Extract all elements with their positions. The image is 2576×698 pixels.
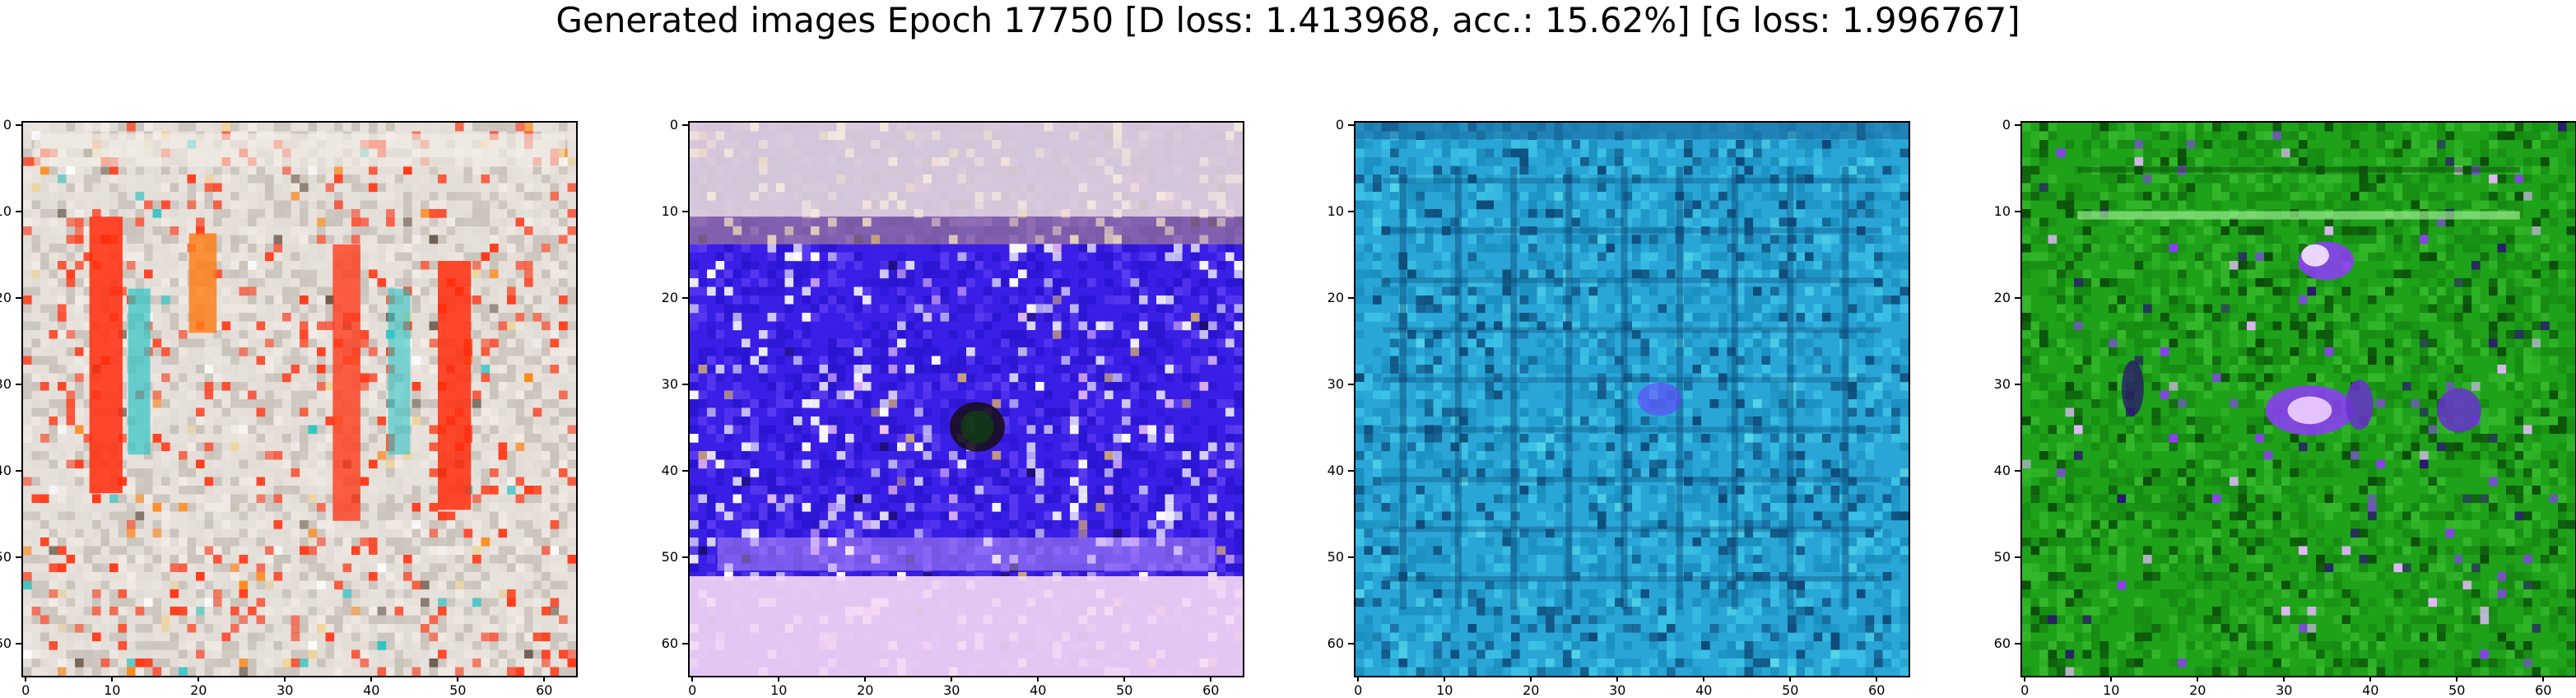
x-tick-mark: [1616, 676, 1618, 682]
y-tick-mark: [682, 211, 688, 212]
x-tick-mark: [864, 676, 866, 682]
x-tick-mark: [111, 676, 113, 682]
y-tick-label: 0: [0, 119, 12, 132]
y-tick-label: 20: [0, 291, 12, 305]
y-tick-label: 0: [1311, 119, 1344, 132]
y-tick-mark: [682, 643, 688, 644]
x-tick-mark: [2369, 676, 2371, 682]
x-tick-mark: [1037, 676, 1039, 682]
y-tick-mark: [16, 297, 21, 299]
y-tick-label: 10: [0, 205, 12, 218]
x-tick-mark: [457, 676, 458, 682]
y-tick-mark: [1348, 556, 1354, 558]
y-tick-mark: [1348, 211, 1354, 212]
y-tick-label: 60: [0, 637, 12, 650]
y-tick-label: 10: [1978, 205, 2011, 218]
y-tick-label: 30: [0, 378, 12, 391]
y-tick-mark: [16, 384, 21, 385]
x-tick-mark: [2110, 676, 2112, 682]
y-tick-label: 50: [1311, 551, 1344, 564]
y-tick-mark: [682, 556, 688, 558]
y-tick-label: 10: [1311, 205, 1344, 218]
generated-image-3-pixels: [1355, 123, 1909, 676]
y-tick-mark: [2015, 470, 2020, 472]
y-tick-label: 10: [645, 205, 678, 218]
y-tick-mark: [16, 556, 21, 558]
x-tick-mark: [1789, 676, 1791, 682]
y-tick-mark: [16, 643, 21, 644]
generated-image-1: [21, 121, 578, 677]
x-tick-mark: [2197, 676, 2198, 682]
y-tick-mark: [1348, 297, 1354, 299]
y-tick-label: 0: [645, 119, 678, 132]
generated-image-1-pixels: [23, 123, 576, 676]
x-tick-mark: [1357, 676, 1359, 682]
y-tick-label: 20: [645, 291, 678, 305]
x-tick-mark: [1444, 676, 1445, 682]
y-tick-mark: [682, 384, 688, 385]
x-tick-mark: [1123, 676, 1125, 682]
y-tick-label: 40: [645, 464, 678, 477]
generated-image-4-pixels: [2022, 123, 2575, 676]
y-tick-mark: [682, 470, 688, 472]
x-tick-mark: [1530, 676, 1532, 682]
x-tick-mark: [198, 676, 199, 682]
x-tick-mark: [2024, 676, 2025, 682]
y-tick-mark: [1348, 470, 1354, 472]
figure-title: Generated images Epoch 17750 [D loss: 1.…: [0, 0, 2576, 41]
y-tick-label: 20: [1978, 291, 2011, 305]
y-tick-label: 40: [1978, 464, 2011, 477]
y-tick-label: 0: [1978, 119, 2011, 132]
x-tick-mark: [2456, 676, 2457, 682]
y-tick-mark: [16, 470, 21, 472]
x-tick-mark: [2283, 676, 2285, 682]
generated-image-4: [2020, 121, 2576, 677]
x-tick-mark: [25, 676, 26, 682]
x-tick-mark: [778, 676, 779, 682]
y-tick-mark: [682, 124, 688, 126]
x-tick-mark: [370, 676, 372, 682]
y-tick-label: 60: [645, 637, 678, 650]
x-tick-mark: [2542, 676, 2544, 682]
y-tick-mark: [2015, 297, 2020, 299]
y-tick-label: 60: [1311, 637, 1344, 650]
y-tick-mark: [1348, 384, 1354, 385]
y-tick-label: 30: [1978, 378, 2011, 391]
y-tick-label: 50: [1978, 551, 2011, 564]
y-tick-mark: [2015, 211, 2020, 212]
x-tick-mark: [1210, 676, 1211, 682]
y-tick-label: 40: [0, 464, 12, 477]
y-tick-mark: [2015, 643, 2020, 644]
generated-image-3: [1354, 121, 1910, 677]
x-tick-mark: [543, 676, 545, 682]
y-tick-label: 30: [1311, 378, 1344, 391]
y-tick-label: 20: [1311, 291, 1344, 305]
y-tick-label: 50: [0, 551, 12, 564]
x-tick-mark: [1876, 676, 1877, 682]
generated-image-2-pixels: [690, 123, 1243, 676]
generated-image-2: [688, 121, 1244, 677]
y-tick-mark: [2015, 124, 2020, 126]
y-tick-label: 60: [1978, 637, 2011, 650]
y-tick-mark: [2015, 384, 2020, 385]
x-tick-mark: [691, 676, 693, 682]
y-tick-mark: [2015, 556, 2020, 558]
y-tick-mark: [682, 297, 688, 299]
x-tick-mark: [284, 676, 286, 682]
y-tick-label: 30: [645, 378, 678, 391]
y-tick-mark: [1348, 124, 1354, 126]
y-tick-label: 50: [645, 551, 678, 564]
y-tick-label: 40: [1311, 464, 1344, 477]
y-tick-mark: [16, 124, 21, 126]
y-tick-mark: [16, 211, 21, 212]
y-tick-mark: [1348, 643, 1354, 644]
x-tick-mark: [1703, 676, 1704, 682]
x-tick-mark: [951, 676, 952, 682]
